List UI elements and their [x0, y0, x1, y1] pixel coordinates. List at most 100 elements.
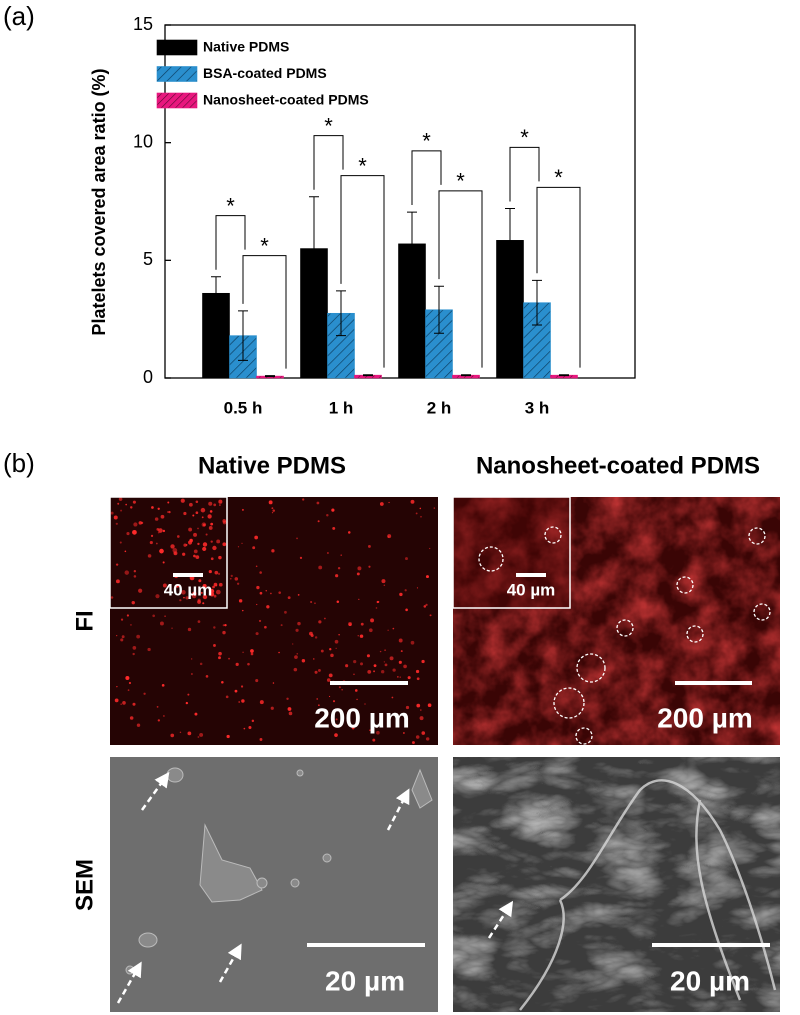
- error-bar: [336, 290, 346, 337]
- dot: [337, 566, 341, 570]
- dot: [201, 522, 207, 527]
- dot: [415, 669, 420, 674]
- dot: [313, 658, 315, 660]
- significance: *: [226, 193, 235, 218]
- dot: [132, 500, 136, 504]
- dot: [116, 685, 118, 688]
- dot: [162, 561, 165, 564]
- dot: [210, 557, 214, 561]
- dot: [208, 501, 213, 506]
- dot: [242, 609, 244, 612]
- error-bar: [407, 211, 417, 277]
- dot: [120, 638, 124, 642]
- dot: [358, 598, 360, 601]
- dot: [224, 623, 227, 627]
- dot: [405, 705, 410, 710]
- dot: [335, 723, 337, 726]
- dot: [242, 651, 244, 653]
- dot: [213, 582, 218, 587]
- dot: [297, 621, 301, 626]
- dot: [420, 515, 422, 518]
- dot: [202, 542, 208, 547]
- dot: [182, 552, 186, 556]
- dot: [240, 685, 244, 688]
- dot: [124, 550, 127, 553]
- dot: [164, 615, 166, 617]
- dot: [316, 698, 318, 700]
- dot: [202, 594, 208, 600]
- dot: [168, 510, 171, 514]
- dot: [222, 519, 227, 523]
- row-label: SEM: [71, 859, 98, 911]
- dot: [136, 723, 141, 727]
- dot: [380, 713, 384, 716]
- scale-bars: [173, 573, 770, 947]
- dot: [353, 673, 355, 676]
- dot: [299, 556, 303, 560]
- dot: [179, 731, 182, 734]
- dot: [187, 693, 190, 696]
- dot: [377, 600, 380, 603]
- dot: [180, 498, 185, 503]
- dot: [287, 596, 291, 600]
- dot: [132, 529, 137, 535]
- dot: [425, 603, 428, 606]
- dot: [268, 500, 273, 505]
- dot: [320, 649, 324, 653]
- dot: [317, 520, 320, 523]
- dot: [351, 708, 354, 711]
- dot: [301, 659, 306, 663]
- y-axis-label: Platelets covered area ratio (%): [89, 68, 109, 335]
- dot: [347, 531, 351, 534]
- scale-label: 20 µm: [670, 965, 750, 996]
- dot: [366, 654, 370, 658]
- dot: [150, 534, 154, 537]
- dot: [375, 607, 378, 609]
- dot: [200, 507, 206, 513]
- dot: [194, 712, 198, 716]
- dot: [360, 622, 364, 626]
- dot: [130, 624, 132, 626]
- dot: [158, 528, 163, 533]
- dot: [235, 662, 239, 667]
- dot: [314, 602, 316, 605]
- dot: [360, 662, 364, 666]
- dot: [127, 689, 130, 692]
- dot: [185, 596, 189, 600]
- dot: [218, 582, 223, 587]
- dot: [310, 601, 313, 604]
- dot: [251, 719, 255, 723]
- dot: [407, 676, 411, 680]
- dot: [157, 507, 160, 510]
- dot: [124, 570, 130, 575]
- bracket: [509, 146, 540, 202]
- dot: [214, 570, 219, 575]
- dot: [259, 700, 264, 705]
- dot: [364, 703, 366, 705]
- dot: [399, 592, 403, 597]
- dot: [136, 634, 141, 639]
- dot: [255, 565, 258, 568]
- column-title: Nanosheet-coated PDMS: [476, 452, 760, 479]
- dot: [415, 512, 418, 515]
- dot: [389, 656, 394, 661]
- bracket: [242, 255, 287, 369]
- dot: [202, 546, 207, 552]
- dot: [318, 565, 323, 570]
- dot: [218, 656, 221, 660]
- dot: [183, 596, 185, 599]
- dot: [334, 639, 339, 644]
- dot: [188, 527, 193, 532]
- dot: [318, 704, 320, 706]
- dot: [318, 620, 322, 624]
- error-bar: [238, 310, 248, 361]
- dot: [210, 522, 214, 526]
- panel-label: (b): [3, 448, 35, 478]
- dot: [367, 669, 372, 674]
- legend-swatch: [156, 39, 198, 56]
- dot: [188, 502, 193, 507]
- dot: [410, 499, 415, 504]
- dot: [376, 730, 380, 735]
- dot: [166, 511, 169, 513]
